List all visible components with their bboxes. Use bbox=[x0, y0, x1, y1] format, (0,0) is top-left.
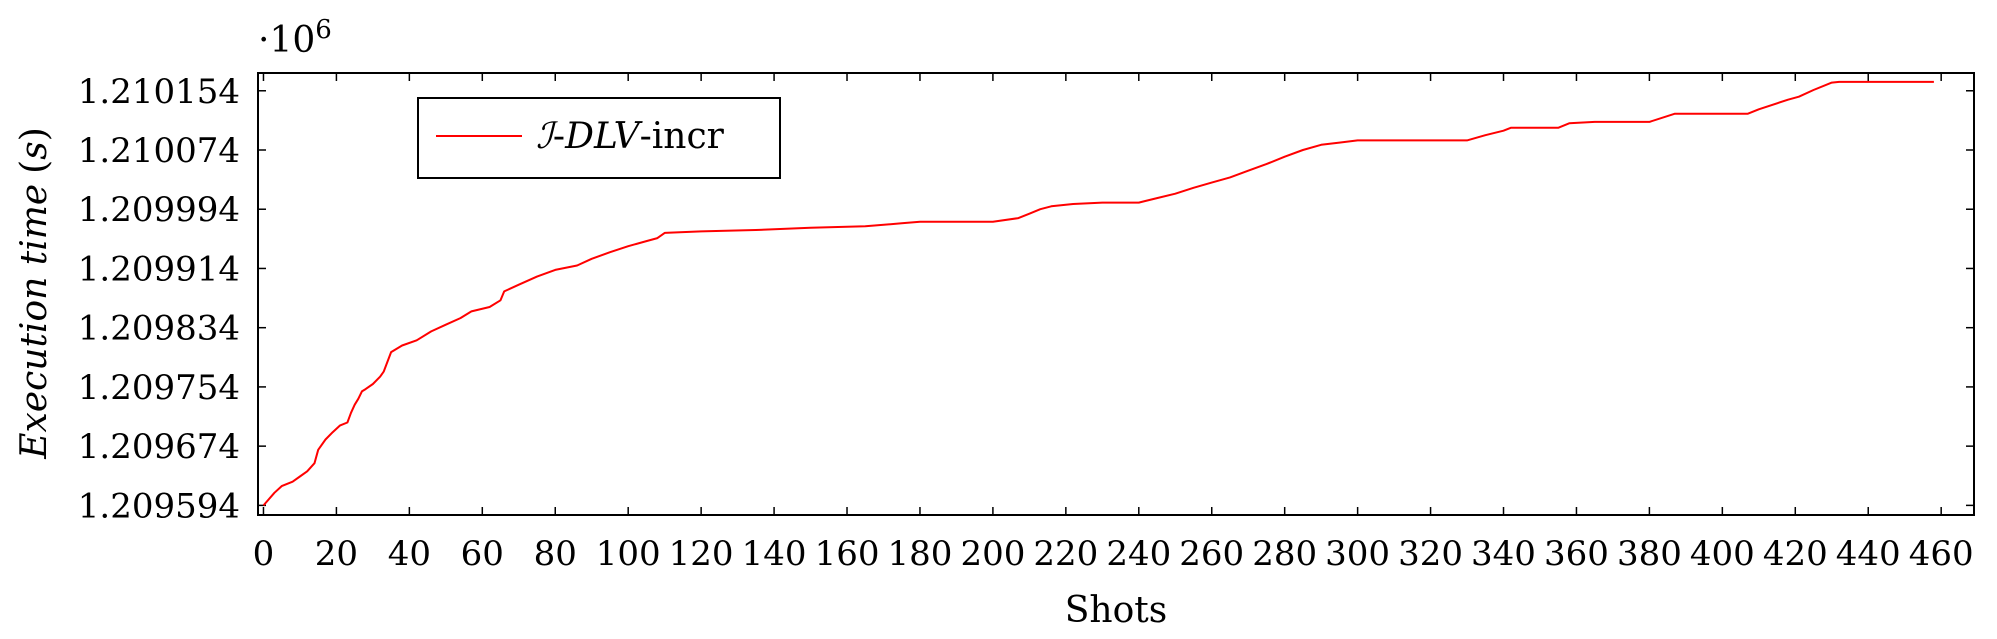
x-tick-label: 300 bbox=[1325, 534, 1390, 574]
x-tick-label: 0 bbox=[253, 534, 275, 574]
legend-label-dlv: DLV bbox=[564, 116, 643, 157]
x-tick-label: 380 bbox=[1617, 534, 1682, 574]
y-tick-label: 1.209994 bbox=[78, 190, 240, 230]
x-axis-ticks: 0 20 40 60 80 100 120 140 160 180 200 220 240 260 280 3… bbox=[253, 73, 1974, 574]
y-axis-title-unit: s bbox=[14, 141, 55, 159]
y-tick-label: 1.209754 bbox=[78, 368, 240, 408]
y-axis-title-close-paren: ) bbox=[14, 127, 55, 141]
x-tick-label: 400 bbox=[1690, 534, 1755, 574]
y-tick-label: 1.210074 bbox=[78, 131, 240, 171]
y-tick-label: 1.209834 bbox=[78, 309, 240, 349]
y-axis-title-main: Execution time bbox=[14, 184, 55, 460]
y-tick-label: 1.210154 bbox=[78, 72, 240, 112]
x-tick-label: 200 bbox=[960, 534, 1025, 574]
plot-frame bbox=[257, 72, 1975, 516]
x-tick-label: 360 bbox=[1544, 534, 1609, 574]
x-tick-label: 100 bbox=[596, 534, 661, 574]
x-axis-title: Shots bbox=[1065, 590, 1167, 631]
series-line-0 bbox=[262, 80, 1934, 507]
x-tick-label: 20 bbox=[315, 534, 358, 574]
x-tick-label: 420 bbox=[1763, 534, 1828, 574]
x-tick-label: 240 bbox=[1106, 534, 1171, 574]
series-layer bbox=[262, 80, 1934, 507]
y-multiplier: ·106 bbox=[258, 15, 332, 61]
x-tick-label: 220 bbox=[1033, 534, 1098, 574]
y-tick-label: 1.209914 bbox=[78, 249, 240, 289]
legend-label-incr: -incr bbox=[640, 116, 725, 157]
y-axis-title-open-paren: ( bbox=[14, 160, 55, 174]
x-tick-label: 60 bbox=[461, 534, 504, 574]
x-tick-label: 140 bbox=[742, 534, 807, 574]
y-axis-title: Execution time (s) bbox=[14, 127, 55, 460]
x-tick-label: 280 bbox=[1252, 534, 1317, 574]
legend-box bbox=[417, 97, 781, 179]
x-tick-label: 40 bbox=[388, 534, 431, 574]
y-multiplier-exponent: 6 bbox=[315, 15, 332, 45]
x-tick-label: 320 bbox=[1398, 534, 1463, 574]
y-tick-label: 1.209674 bbox=[78, 427, 240, 467]
x-tick-label: 180 bbox=[888, 534, 953, 574]
legend-label: ℐ-DLV-incr bbox=[536, 116, 725, 157]
x-tick-label: 80 bbox=[534, 534, 577, 574]
x-tick-label: 440 bbox=[1836, 534, 1901, 574]
y-tick-label: 1.209594 bbox=[78, 486, 240, 526]
x-tick-label: 160 bbox=[815, 534, 880, 574]
x-tick-label: 120 bbox=[669, 534, 734, 574]
y-axis-ticks: 1.209594 1.209674 1.209754 1.209834 1.209914… bbox=[78, 72, 1974, 526]
x-tick-label: 340 bbox=[1471, 534, 1536, 574]
x-tick-label: 460 bbox=[1909, 534, 1974, 574]
x-tick-label: 260 bbox=[1179, 534, 1244, 574]
legend: ℐ-DLV-incr bbox=[417, 97, 781, 179]
legend-label-dash: - bbox=[553, 116, 565, 157]
